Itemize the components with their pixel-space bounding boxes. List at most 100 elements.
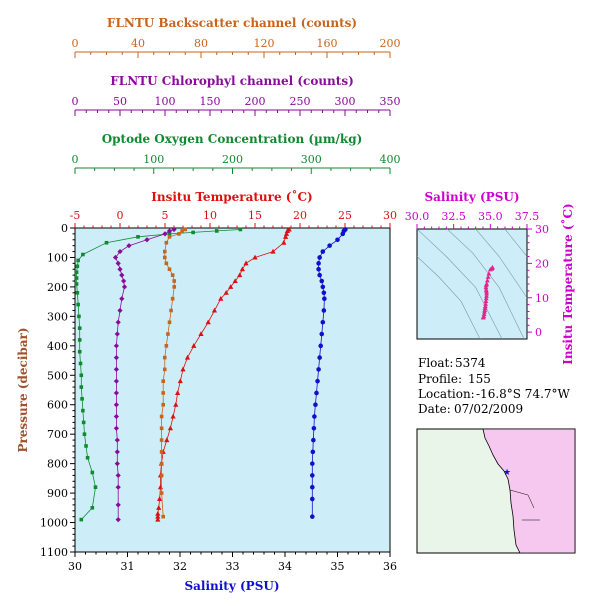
temperature-point [156, 505, 162, 510]
temperature-axis-title: Insitu Temperature (˚C) [151, 189, 312, 204]
salinity-tick-label: 31 [121, 560, 135, 573]
backscatter-point [170, 273, 175, 277]
pressure-tick-label: 900 [47, 487, 68, 500]
oxygen-point [81, 408, 85, 413]
ts-point [482, 309, 487, 314]
pressure-tick-label: 300 [47, 310, 68, 323]
chlorophyll-point [115, 502, 121, 508]
chlorophyll-point [121, 284, 128, 290]
oxygen-point [90, 470, 95, 475]
temperature-point [281, 239, 287, 245]
backscatter-point [159, 414, 164, 419]
oxygen-point [77, 314, 81, 319]
oxygen-point [77, 326, 82, 330]
temperature-point [205, 319, 211, 325]
backscatter-tick-label: 120 [254, 37, 275, 50]
salinity-tick-label: 36 [383, 560, 397, 573]
backscatter-point [166, 332, 170, 336]
backscatter-point [169, 308, 173, 313]
top-axes: 0 40 80 120 160 200 0 50 100 150 200 250 300 350 0 100 2… [72, 37, 401, 174]
temperature-tick-label: 30 [383, 209, 397, 222]
ts-diagram: 30.0 32.5 35.0 37.5 0 10 20 30 Insitu Temperatur… [405, 203, 575, 364]
ts-density-contour [417, 256, 481, 339]
oxygen-point [74, 270, 79, 274]
chlorophyll-point [114, 331, 120, 337]
ts-point [485, 277, 490, 283]
ts-point [483, 284, 489, 290]
chlorophyll-point [113, 366, 119, 372]
temperature-point [283, 231, 290, 236]
ts-salinity-axis-title: Salinity (PSU) [424, 190, 519, 204]
pressure-tick-label: 200 [47, 281, 68, 294]
temperature-point [239, 266, 245, 272]
ts-point [480, 315, 486, 320]
pressure-tick-label: 1000 [40, 517, 68, 530]
ts-point [482, 305, 488, 310]
oxygen-point [79, 517, 84, 522]
backscatter-point [172, 285, 177, 289]
date-value: 07/02/2009 [454, 402, 523, 416]
salinity-tick-label: 32 [173, 560, 187, 573]
chlorophyll-point [114, 461, 120, 467]
temperature-point [164, 437, 170, 443]
ts-salinity-tick-label: 30.0 [405, 210, 430, 223]
backscatter-point [159, 438, 164, 442]
salinity-tick-label: 33 [226, 560, 240, 573]
ts-point [483, 295, 489, 301]
chlorophyll-point [117, 248, 123, 255]
float-info: Float: 5374 Profile: 155 Location: -16.8… [418, 356, 571, 416]
backscatter-point [162, 355, 167, 360]
pressure-tick-label: 100 [47, 251, 68, 264]
ts-salinity-tick-label: 35.0 [478, 210, 503, 223]
oxygen-point [76, 258, 80, 263]
ts-temperature-axis-title: Insitu Temperature (˚C) [560, 203, 575, 364]
oxygen-tick-label: 0 [72, 153, 79, 166]
pressure-tick-label: 800 [47, 458, 68, 471]
oxygen-point [81, 420, 86, 425]
backscatter-point [180, 229, 184, 233]
oxygen-point [74, 282, 79, 286]
salinity-point [317, 355, 322, 360]
salinity-point [320, 319, 326, 325]
pressure-axis-title: Pressure (decibar) [16, 327, 30, 452]
backscatter-point [159, 426, 164, 431]
oxygen-point [93, 485, 98, 489]
ts-point [485, 274, 491, 279]
chlorophyll-point [114, 437, 120, 443]
chlorophyll-axis-title: FLNTU Chlorophyl channel (counts) [110, 74, 354, 88]
oxygen-point [76, 302, 80, 307]
temperature-point [232, 278, 238, 284]
backscatter-tick-label: 200 [380, 37, 401, 50]
backscatter-tick-label: 40 [131, 37, 145, 50]
ts-density-contours [417, 229, 527, 339]
location-map: ★ [416, 428, 576, 554]
chlorophyll-point [117, 307, 123, 314]
oxygen-point [75, 264, 80, 269]
temperature-point [175, 390, 181, 395]
salinity-tick-label: 34 [278, 560, 292, 573]
salinity-axis-title: Salinity (PSU) [184, 579, 279, 593]
salinity-point [320, 284, 326, 290]
oxygen-point [85, 455, 90, 460]
oxygen-point [79, 373, 84, 378]
temperature-tick-label: 5 [162, 209, 169, 222]
ts-point [484, 291, 490, 296]
chlorophyll-point [126, 243, 132, 249]
oxygen-point [214, 229, 219, 233]
oxygen-point [82, 432, 87, 436]
chlorophyll-point [162, 231, 168, 237]
salinity-point [321, 290, 327, 296]
chlorophyll-point [115, 319, 121, 325]
ts-temperature-tick-label: 10 [535, 292, 549, 305]
ts-density-contour [417, 229, 503, 339]
chlorophyll-point [113, 425, 119, 431]
salinity-point [310, 473, 315, 478]
chlorophyll-point [112, 254, 119, 261]
salinity-point [320, 249, 326, 254]
backscatter-point [162, 249, 167, 254]
temperature-point [198, 331, 204, 337]
pressure-tick-label: 1100 [40, 546, 68, 559]
oxygen-tick-label: 300 [301, 153, 322, 166]
